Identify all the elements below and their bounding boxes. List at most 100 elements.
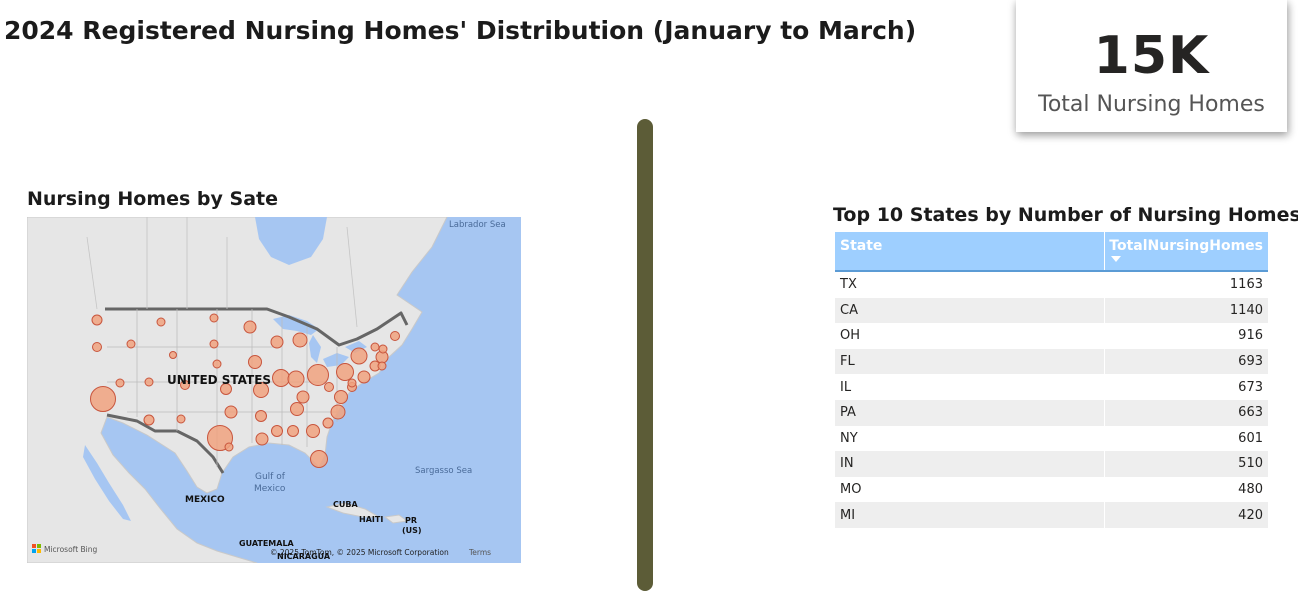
table-row[interactable]: MO 480 xyxy=(835,476,1268,503)
kpi-card-total-nursing-homes[interactable]: 15K Total Nursing Homes xyxy=(1016,0,1287,132)
map-labels: Labrador Sea UNITED STATES Gulf of Mexic… xyxy=(167,220,506,561)
label-mexico: MEXICO xyxy=(185,495,225,505)
bubble-la[interactable] xyxy=(255,432,269,446)
table-title: Top 10 States by Number of Nursing Homes xyxy=(833,204,1298,226)
cell-state: OH xyxy=(835,323,1105,349)
bubble-ks[interactable] xyxy=(220,383,232,395)
bubble-ga[interactable] xyxy=(306,424,320,438)
north-america-land xyxy=(27,217,448,563)
cell-total-nursing-homes: 601 xyxy=(1238,430,1263,446)
bubble-il[interactable] xyxy=(272,369,290,387)
bubble-wa[interactable] xyxy=(91,314,103,326)
bubble-ut[interactable] xyxy=(144,377,154,387)
table-row[interactable]: NY 601 xyxy=(835,425,1268,452)
hudson-bay xyxy=(255,217,327,265)
section-divider xyxy=(637,119,653,591)
bubble-va[interactable] xyxy=(334,390,348,404)
bubble-nm[interactable] xyxy=(176,414,186,424)
bubble-nd[interactable] xyxy=(209,313,219,323)
bubble-me[interactable] xyxy=(390,331,400,341)
table-row[interactable]: OH 916 xyxy=(835,323,1268,349)
bubble-ny[interactable] xyxy=(350,347,368,365)
bubble-id[interactable] xyxy=(126,339,136,349)
bubble-al[interactable] xyxy=(287,425,299,437)
bubble-nh[interactable] xyxy=(378,344,388,354)
cell-state: IL xyxy=(835,374,1105,400)
cell-total-nursing-homes: 1163 xyxy=(1229,277,1263,293)
bubble-tx-south[interactable] xyxy=(224,442,234,452)
bubble-wv[interactable] xyxy=(324,382,334,392)
kpi-value: 15K xyxy=(1093,26,1210,86)
bing-label: Microsoft Bing xyxy=(44,545,97,554)
map-copyright: © 2025 TomTom, © 2025 Microsoft Corporat… xyxy=(270,548,449,557)
table-row[interactable]: PA 663 xyxy=(835,399,1268,426)
bubble-mt[interactable] xyxy=(156,317,166,327)
bubble-nv[interactable] xyxy=(115,378,125,388)
map-visual[interactable]: Labrador Sea UNITED STATES Gulf of Mexic… xyxy=(27,217,521,563)
top-states-table[interactable]: State TotalNursingHomes TX 1163 CA 1140 OH 91… xyxy=(835,232,1268,528)
bubble-ar[interactable] xyxy=(255,410,267,422)
cell-state: IN xyxy=(835,451,1105,477)
cell-total-nursing-homes: 480 xyxy=(1238,482,1263,498)
bubble-nc[interactable] xyxy=(330,404,346,420)
kpi-label: Total Nursing Homes xyxy=(1038,92,1265,117)
province-borders xyxy=(86,217,358,328)
bubble-ms[interactable] xyxy=(271,425,283,437)
sort-descending-icon[interactable] xyxy=(1111,256,1121,262)
bubble-ca[interactable] xyxy=(90,386,116,412)
bubble-fl[interactable] xyxy=(310,450,328,468)
table-row[interactable]: FL 693 xyxy=(835,348,1268,375)
table-row[interactable]: TX 1163 xyxy=(835,272,1268,298)
bubble-ia[interactable] xyxy=(248,355,262,369)
bubble-ky[interactable] xyxy=(296,390,310,404)
cell-state: FL xyxy=(835,348,1105,375)
bubble-mi[interactable] xyxy=(292,332,308,348)
cell-total-nursing-homes: 663 xyxy=(1238,405,1263,421)
gulf-of-california xyxy=(83,445,131,521)
map-terms-link[interactable]: Terms xyxy=(468,548,491,557)
cell-state: PA xyxy=(835,399,1105,426)
cell-total-nursing-homes: 420 xyxy=(1238,507,1263,523)
bubble-co[interactable] xyxy=(180,380,190,390)
cell-total-nursing-homes: 916 xyxy=(1238,328,1263,344)
bubble-nj[interactable] xyxy=(357,370,371,384)
bubble-wi[interactable] xyxy=(270,335,284,349)
bubble-mn[interactable] xyxy=(243,320,257,334)
us-canada-border xyxy=(105,307,409,347)
label-cuba: CUBA xyxy=(333,500,358,509)
table-row[interactable]: CA 1140 xyxy=(835,297,1268,324)
bubble-az[interactable] xyxy=(143,414,155,426)
cell-state: MO xyxy=(835,476,1105,503)
bubble-sd[interactable] xyxy=(209,339,219,349)
great-lakes xyxy=(273,315,367,367)
state-bubbles[interactable] xyxy=(90,313,400,468)
bubble-pa[interactable] xyxy=(336,363,354,381)
bubble-vt[interactable] xyxy=(370,342,380,352)
column-header-total-nursing-homes[interactable]: TotalNursingHomes xyxy=(1105,232,1268,270)
bubble-sc[interactable] xyxy=(322,417,334,429)
cell-total-nursing-homes: 1140 xyxy=(1229,302,1263,318)
bubble-mo[interactable] xyxy=(253,382,269,398)
bubble-tn[interactable] xyxy=(290,402,304,416)
bubble-ne[interactable] xyxy=(212,359,222,369)
bubble-md[interactable] xyxy=(347,378,357,388)
table-row[interactable]: IN 510 xyxy=(835,451,1268,477)
cell-state: CA xyxy=(835,297,1105,324)
table-body: TX 1163 CA 1140 OH 916 FL 693 IL 673 PA 663 NY 601 IN 5… xyxy=(835,272,1268,528)
bubble-or[interactable] xyxy=(92,342,102,352)
bubble-in[interactable] xyxy=(287,370,305,388)
bubble-oh[interactable] xyxy=(307,364,329,386)
label-sargasso-sea: Sargasso Sea xyxy=(415,466,472,476)
table-row[interactable]: MI 420 xyxy=(835,502,1268,528)
bubble-ok[interactable] xyxy=(224,405,238,419)
bubble-wy[interactable] xyxy=(169,351,177,359)
cell-state: TX xyxy=(835,272,1105,298)
bubble-ri[interactable] xyxy=(377,361,387,371)
table-row[interactable]: IL 673 xyxy=(835,374,1268,400)
label-mexico-water: Mexico xyxy=(254,484,286,494)
microsoft-logo-icon xyxy=(32,544,36,548)
column-header-total-label: TotalNursingHomes xyxy=(1109,238,1263,254)
column-header-state[interactable]: State xyxy=(835,232,1105,270)
page-title: 2024 Registered Nursing Homes' Distribut… xyxy=(4,16,917,45)
map-canvas[interactable]: Labrador Sea UNITED STATES Gulf of Mexic… xyxy=(27,217,521,563)
